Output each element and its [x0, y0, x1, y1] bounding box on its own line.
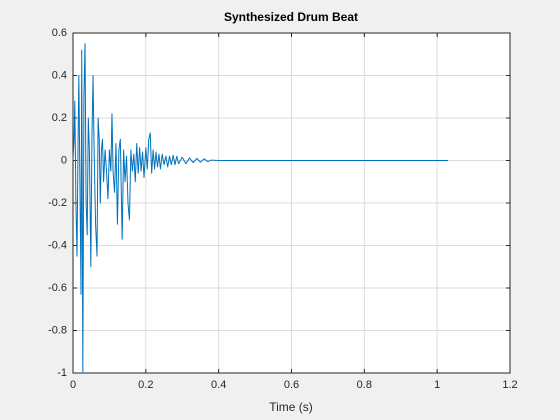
y-tick-label: 0.6 — [52, 27, 67, 39]
y-tick-label: -0.6 — [48, 282, 67, 294]
y-tick-label: -1 — [57, 367, 67, 379]
x-tick-label: 0 — [70, 379, 76, 391]
x-tick-label: 0.2 — [138, 379, 153, 391]
x-tick-label: 1 — [434, 379, 440, 391]
axes-box — [72, 32, 511, 374]
y-tick-label: 0.2 — [52, 112, 67, 124]
signal-line — [72, 43, 449, 374]
y-tick-label: 0.4 — [52, 69, 67, 81]
y-tick-label: -0.8 — [48, 324, 67, 336]
x-tick-label: 1.2 — [502, 379, 517, 391]
x-tick-label: 0.4 — [211, 379, 226, 391]
chart-title: Synthesized Drum Beat — [224, 10, 358, 24]
x-tick-label: 0.6 — [284, 379, 299, 391]
x-tick-label: 0.8 — [357, 379, 372, 391]
y-tick-label: -0.4 — [48, 239, 67, 251]
y-tick-label: -0.2 — [48, 197, 67, 209]
x-axis-label: Time (s) — [269, 400, 313, 414]
y-tick-label: 0 — [61, 154, 67, 166]
